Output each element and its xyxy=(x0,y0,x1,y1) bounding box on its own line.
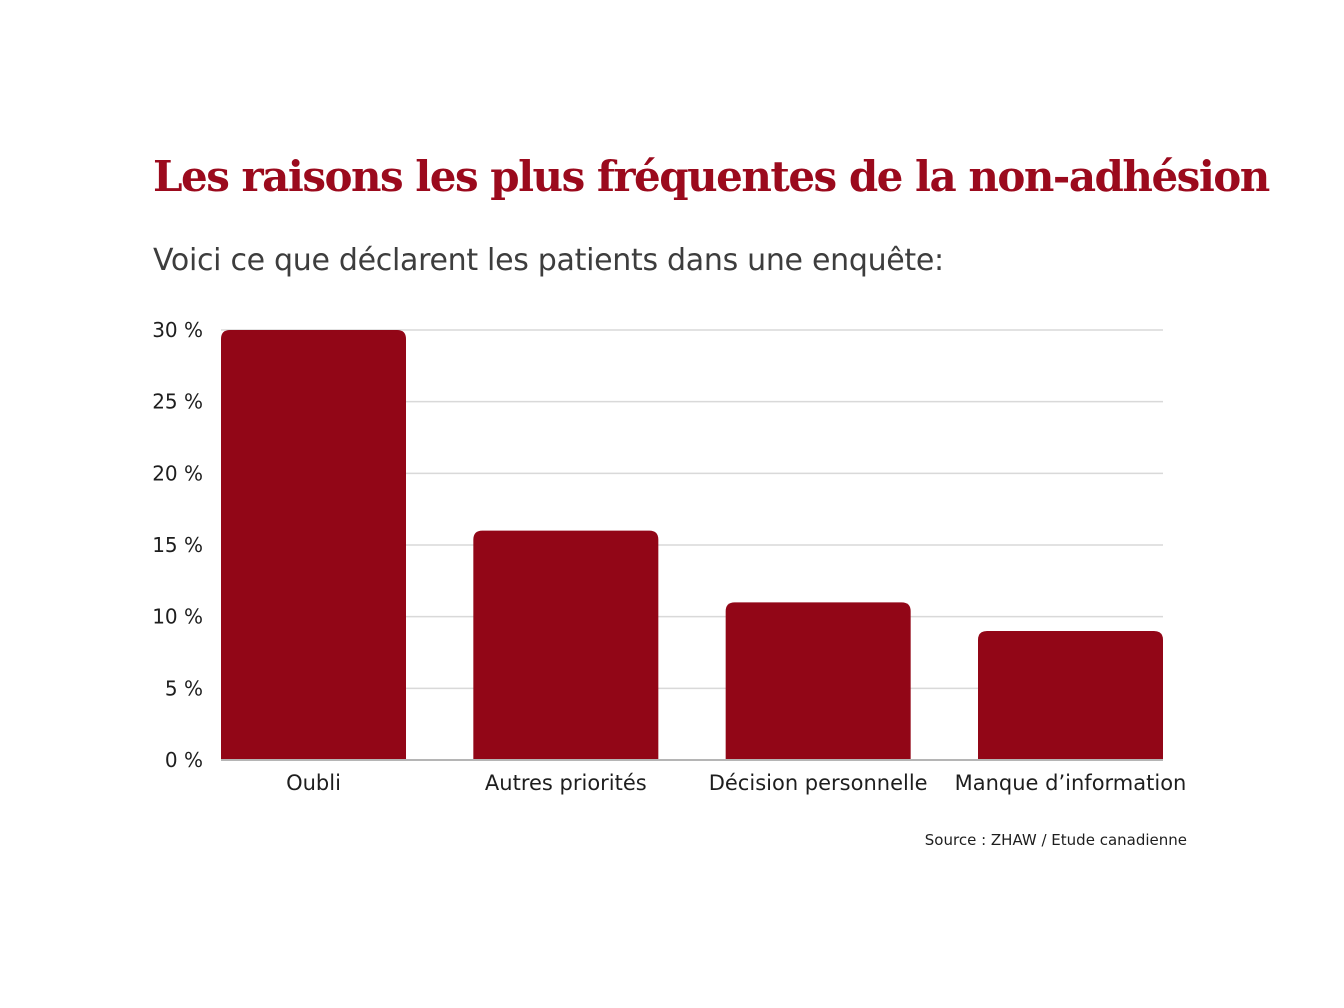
y-tick-label: 5 % xyxy=(165,676,203,700)
bar xyxy=(978,631,1163,760)
bar xyxy=(221,330,406,760)
source-note: Source : ZHAW / Etude canadienne xyxy=(924,831,1187,849)
chart-subtitle: Voici ce que déclarent les patients dans… xyxy=(153,243,944,278)
x-tick-label: Décision personnelle xyxy=(709,771,928,795)
y-tick-label: 0 % xyxy=(165,748,203,772)
x-axis-labels: Oubli Autres priorités Décision personnell… xyxy=(286,771,1186,795)
bars xyxy=(221,330,1163,760)
y-tick-label: 20 % xyxy=(152,461,203,485)
y-tick-label: 10 % xyxy=(152,605,203,629)
chart-title: Les raisons les plus fréquentes de la no… xyxy=(153,152,1270,201)
y-tick-label: 25 % xyxy=(152,390,203,414)
x-tick-label: Manque d’information xyxy=(955,771,1187,795)
x-tick-label: Oubli xyxy=(286,771,341,795)
y-tick-label: 15 % xyxy=(152,533,203,557)
bar xyxy=(725,602,911,760)
y-axis-ticks: 0 % 5 % 10 % 15 % 20 % 25 % 30 % xyxy=(152,318,203,772)
x-tick-label: Autres priorités xyxy=(485,771,647,795)
bar xyxy=(473,530,659,760)
y-tick-label: 30 % xyxy=(152,318,203,342)
